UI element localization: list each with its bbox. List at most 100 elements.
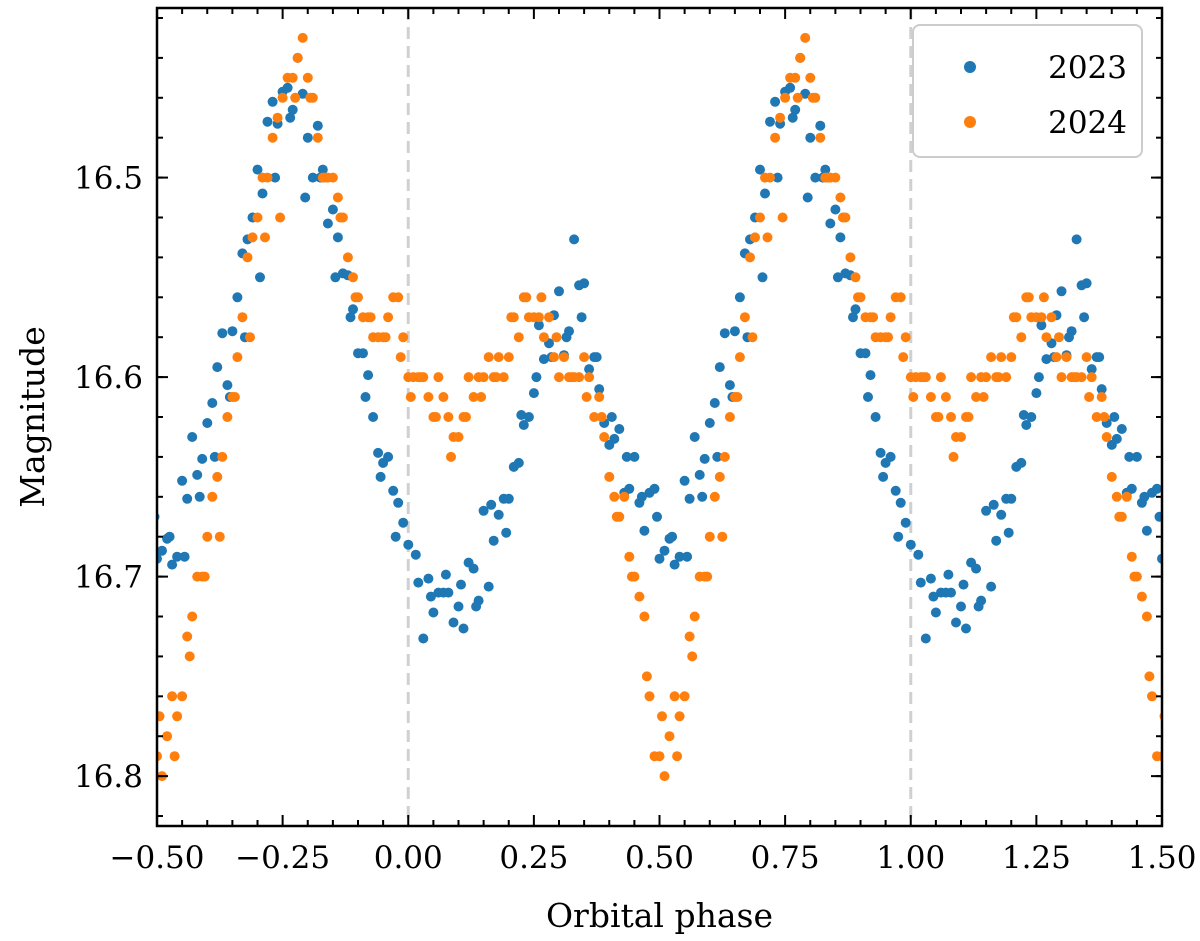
data-point-2023 xyxy=(1152,483,1162,494)
data-point-2024 xyxy=(184,651,195,662)
data-point-2023 xyxy=(1003,527,1014,538)
data-point-2023 xyxy=(516,410,527,420)
data-point-2023 xyxy=(486,499,497,510)
data-point-2024 xyxy=(212,471,223,482)
data-point-2023 xyxy=(946,587,956,598)
data-point-2023 xyxy=(1094,352,1105,363)
data-point-2023 xyxy=(1131,451,1142,462)
data-point-2023 xyxy=(890,485,901,496)
data-point-2023 xyxy=(961,623,971,634)
data-point-2024 xyxy=(599,432,610,442)
data-point-2023 xyxy=(1071,234,1082,245)
data-point-2023 xyxy=(483,581,494,592)
data-point-2024 xyxy=(297,32,308,43)
data-point-2024 xyxy=(327,172,338,183)
data-point-2024 xyxy=(423,392,434,402)
data-point-2023 xyxy=(755,164,765,175)
data-point-2023 xyxy=(257,188,268,199)
data-point-2023 xyxy=(649,483,660,494)
data-point-2024 xyxy=(292,52,303,63)
data-point-2023 xyxy=(787,112,798,123)
data-point-2023 xyxy=(576,312,587,323)
data-point-2023 xyxy=(172,551,183,562)
data-point-2024 xyxy=(1091,412,1102,422)
data-point-2023 xyxy=(1141,525,1152,536)
data-point-2024 xyxy=(342,252,353,263)
series-2024 xyxy=(157,32,1162,782)
data-point-2023 xyxy=(458,623,469,634)
x-axis-label: Orbital phase xyxy=(546,896,773,935)
data-point-2023 xyxy=(373,447,384,458)
data-point-2024 xyxy=(229,392,240,402)
data-point-2024 xyxy=(885,312,896,323)
data-point-2024 xyxy=(350,292,361,303)
data-point-2024 xyxy=(275,212,286,223)
data-point-2023 xyxy=(1031,388,1042,399)
data-point-2024 xyxy=(483,352,494,363)
data-point-2024 xyxy=(765,172,775,183)
data-point-2024 xyxy=(272,112,283,123)
legend-marker-2023 xyxy=(964,61,976,73)
data-point-2024 xyxy=(717,531,728,542)
data-point-2023 xyxy=(674,551,685,562)
data-point-2024 xyxy=(581,392,592,402)
data-point-2024 xyxy=(1129,571,1140,582)
data-point-2024 xyxy=(332,192,343,203)
data-point-2023 xyxy=(973,601,984,612)
data-point-2023 xyxy=(179,551,190,562)
data-point-2024 xyxy=(1099,412,1110,422)
data-point-2024 xyxy=(981,372,992,383)
data-point-2023 xyxy=(734,292,745,303)
data-point-2024 xyxy=(335,212,346,223)
x-tick-label: 0.50 xyxy=(625,840,694,876)
data-point-2023 xyxy=(951,617,961,628)
data-point-2023 xyxy=(667,531,678,542)
data-point-2023 xyxy=(363,370,374,381)
data-point-2024 xyxy=(807,92,818,103)
data-point-2024 xyxy=(169,751,180,762)
data-point-2024 xyxy=(845,252,856,263)
data-point-2023 xyxy=(639,525,650,536)
data-point-2024 xyxy=(624,551,635,562)
data-point-2023 xyxy=(518,420,529,430)
data-point-2023 xyxy=(1064,332,1074,343)
data-point-2024 xyxy=(232,352,243,363)
data-point-2024 xyxy=(453,432,464,442)
data-point-2023 xyxy=(594,384,605,395)
data-point-2024 xyxy=(805,72,816,83)
data-point-2023 xyxy=(865,370,876,381)
data-point-2023 xyxy=(488,535,499,546)
data-point-2023 xyxy=(282,82,293,93)
data-point-2024 xyxy=(262,172,273,183)
data-point-2023 xyxy=(227,326,238,337)
data-point-2023 xyxy=(1116,424,1127,434)
data-point-2023 xyxy=(177,475,188,486)
data-point-2024 xyxy=(365,312,376,323)
data-point-2023 xyxy=(1109,412,1120,422)
data-point-2024 xyxy=(395,352,406,363)
x-tick-label: −0.50 xyxy=(110,840,205,876)
data-point-2024 xyxy=(850,272,861,283)
data-point-2024 xyxy=(290,92,301,103)
data-point-2024 xyxy=(830,172,841,183)
data-point-2024 xyxy=(679,691,690,702)
data-point-2024 xyxy=(835,192,846,203)
data-point-2024 xyxy=(554,372,564,383)
data-point-2023 xyxy=(270,172,281,183)
data-point-2023 xyxy=(501,527,512,538)
data-point-2024 xyxy=(538,332,549,343)
x-tick-label: 1.00 xyxy=(876,840,945,876)
data-point-2023 xyxy=(383,451,394,462)
data-point-2023 xyxy=(606,412,617,422)
data-point-2024 xyxy=(739,312,750,323)
data-point-2023 xyxy=(712,451,723,462)
data-point-2024 xyxy=(1056,372,1067,383)
data-point-2023 xyxy=(164,531,175,542)
data-point-2023 xyxy=(300,192,311,203)
data-point-2023 xyxy=(757,272,768,283)
data-point-2024 xyxy=(948,451,959,462)
data-point-2023 xyxy=(925,573,936,584)
data-point-2024 xyxy=(433,372,444,383)
data-point-2023 xyxy=(684,493,695,504)
data-point-2024 xyxy=(536,292,547,303)
